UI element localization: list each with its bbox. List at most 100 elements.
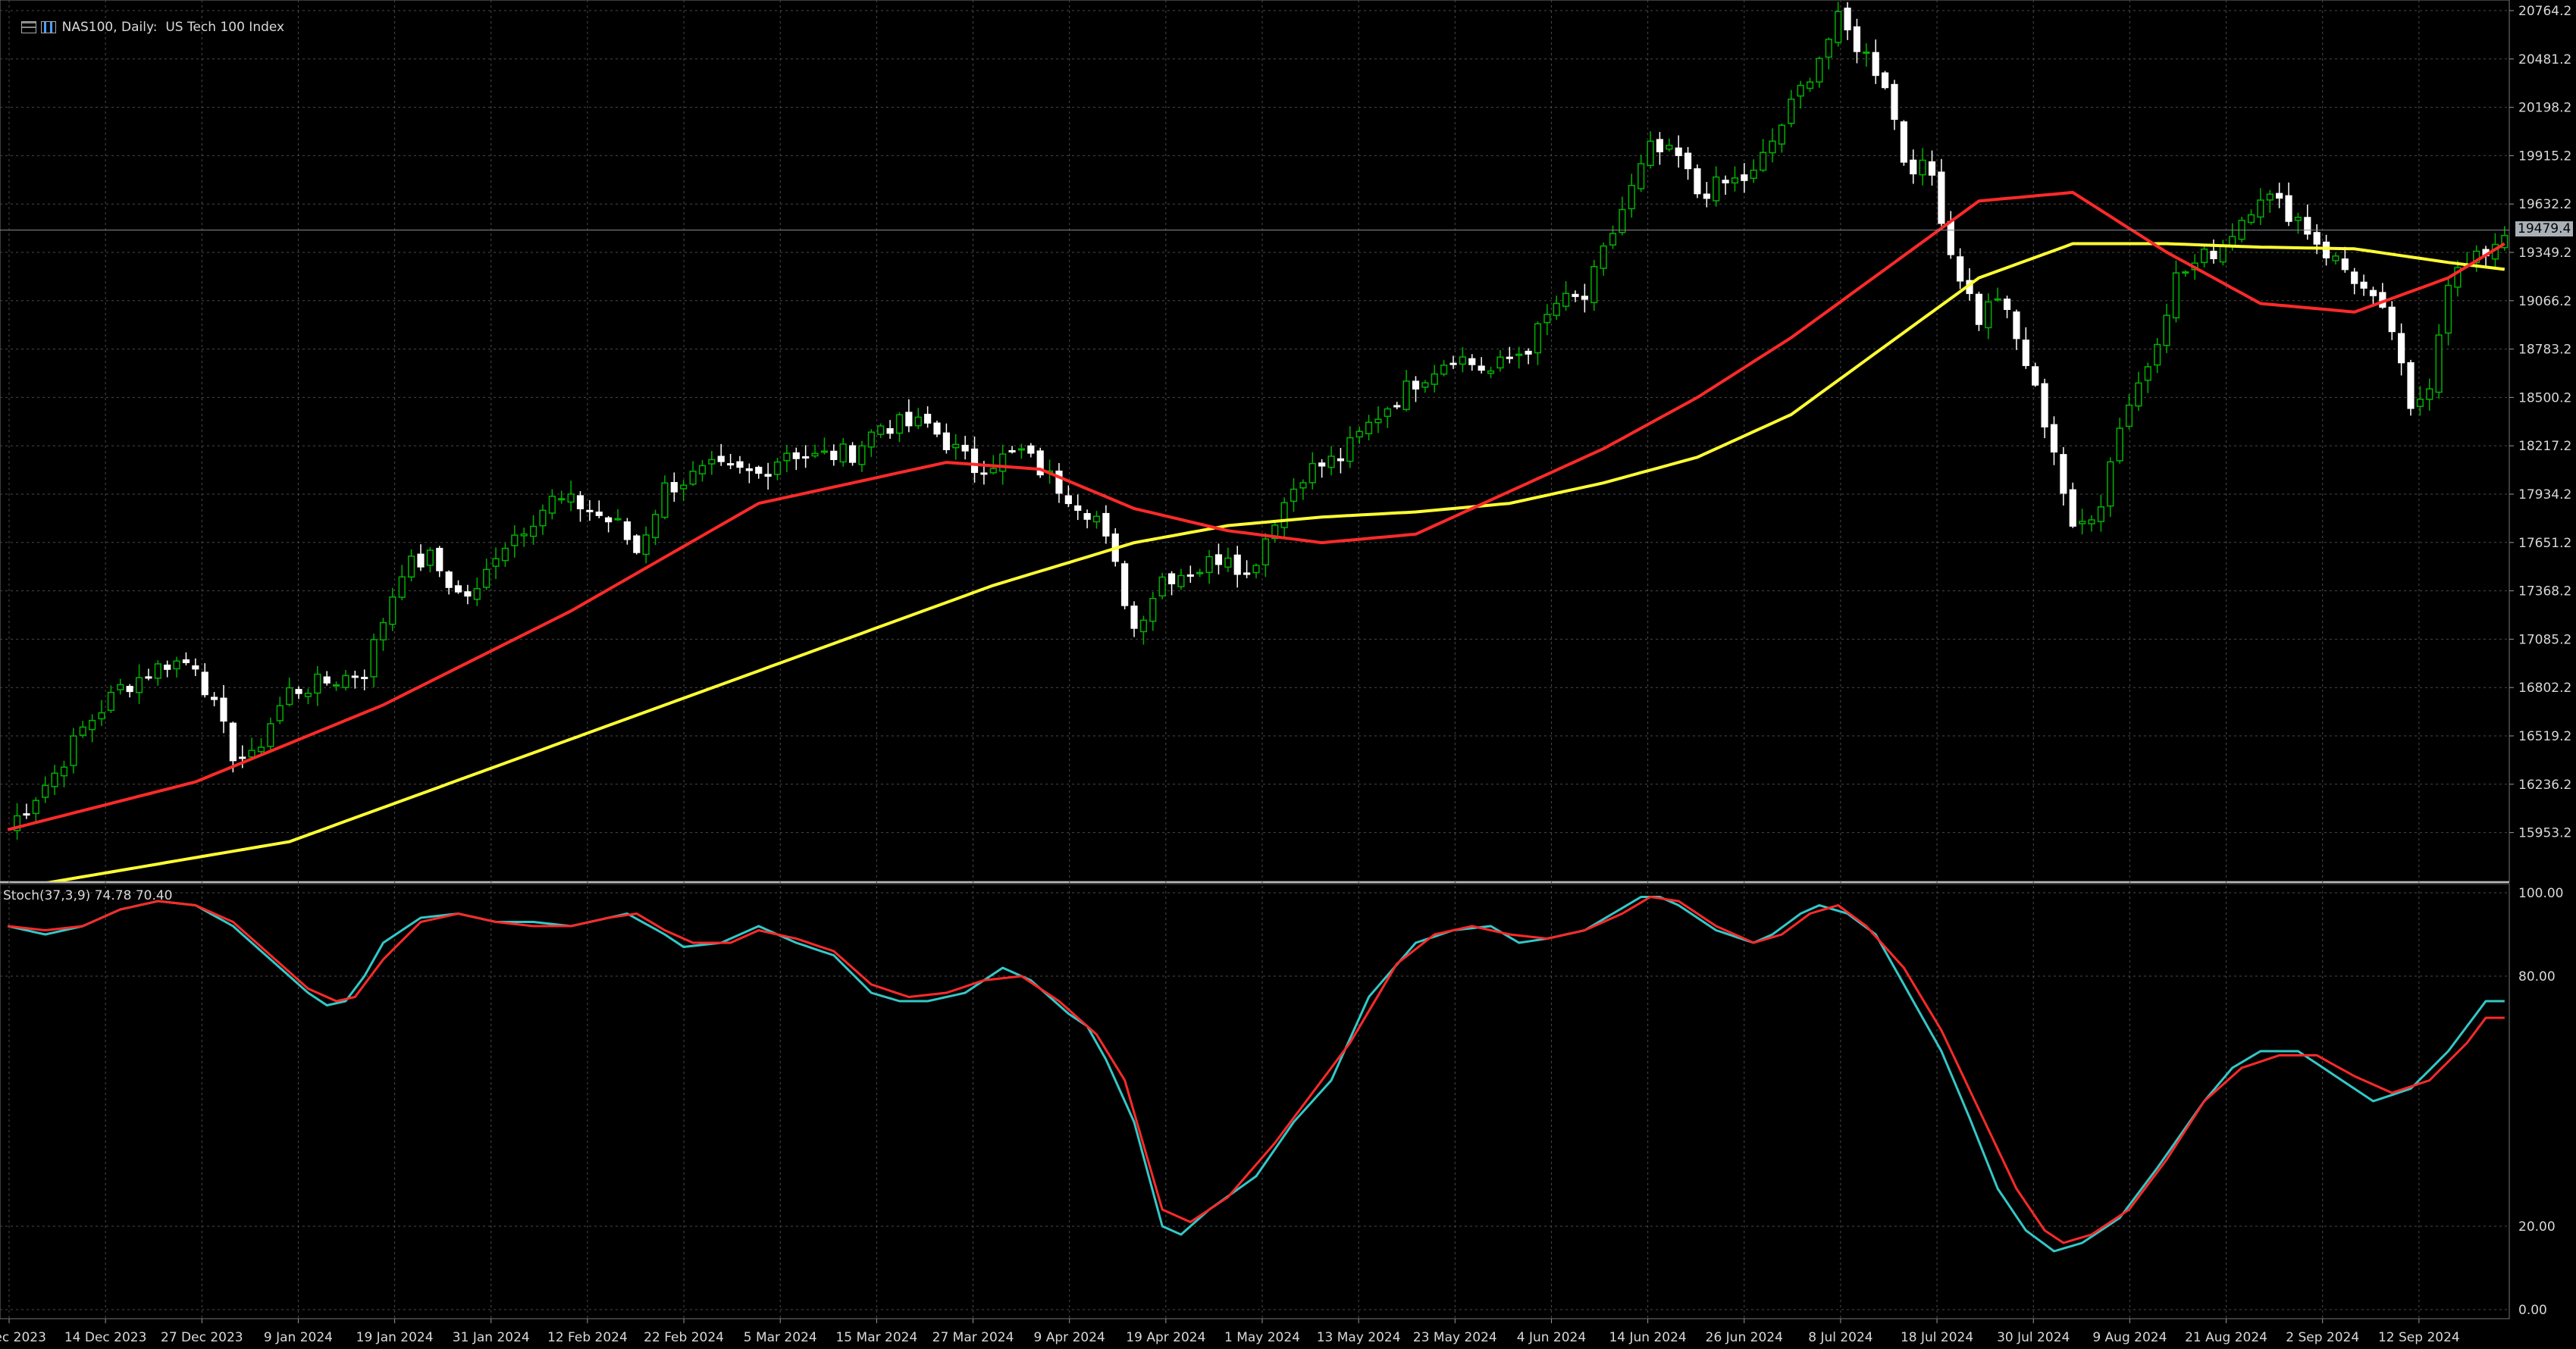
date-tick-label: 9 Apr 2024	[1034, 1330, 1105, 1345]
bull-candle	[2247, 214, 2255, 224]
date-tick-label: 9 Aug 2024	[2092, 1330, 2167, 1345]
bear-candle	[2276, 192, 2283, 199]
bull-candle	[1731, 177, 1739, 184]
date-tick-label: 14 Jun 2024	[1609, 1330, 1686, 1345]
price-tick-label: 17934.2	[2518, 487, 2571, 502]
bear-candle	[2369, 290, 2377, 296]
bull-candle	[1346, 437, 1354, 462]
bear-candle	[1393, 405, 1401, 408]
bear-candle	[1957, 256, 1964, 282]
bear-candle	[2032, 366, 2039, 386]
date-tick-label: 15 Mar 2024	[835, 1330, 917, 1345]
bear-candle	[1027, 445, 1035, 454]
stoch-label: Stoch(37,3,9)	[3, 888, 91, 903]
bear-candle	[2041, 383, 2048, 427]
price-tick-label: 20198.2	[2518, 101, 2571, 116]
bull-candle	[2416, 399, 2424, 408]
price-tick-label: 16236.2	[2518, 778, 2571, 793]
bull-candle	[698, 465, 707, 474]
bear-candle	[1449, 362, 1457, 365]
bear-candle	[1910, 159, 1917, 175]
bull-candle	[2144, 366, 2151, 381]
bear-candle	[220, 697, 227, 722]
bull-candle	[1863, 52, 1870, 55]
bear-candle	[1318, 462, 1326, 467]
bull-candle	[389, 596, 396, 625]
price-tick-label: 18783.2	[2518, 343, 2571, 358]
bull-candle	[2163, 315, 2170, 346]
bull-candle	[2501, 234, 2509, 249]
bull-candle	[257, 746, 265, 753]
date-tick-label: 13 May 2024	[1317, 1330, 1401, 1345]
bull-candle	[2266, 193, 2274, 201]
bull-candle	[1590, 265, 1598, 304]
bull-candle	[1919, 159, 1926, 176]
bull-candle	[2200, 249, 2208, 264]
stoch-main-value: 74.78	[94, 888, 132, 903]
bull-candle	[895, 414, 904, 434]
bear-candle	[1214, 554, 1223, 565]
bear-candle	[1102, 512, 1110, 537]
bear-candle	[2388, 306, 2396, 333]
bull-candle	[1280, 502, 1288, 528]
bull-candle	[2116, 427, 2123, 462]
bear-candle	[717, 455, 725, 462]
bull-candle	[773, 461, 782, 475]
bear-candle	[126, 685, 133, 693]
stoch-header: Stoch(37,3,9) 74.78 70.40	[3, 888, 172, 903]
bull-candle	[839, 443, 847, 463]
bull-candle	[1017, 448, 1026, 451]
bull-candle	[13, 815, 21, 831]
bull-candle	[2135, 382, 2142, 407]
price-tick-label: 15953.2	[2518, 826, 2571, 841]
bear-candle	[2313, 232, 2321, 245]
bull-candle	[1816, 58, 1823, 83]
bull-candle	[661, 482, 669, 518]
bull-candle	[1487, 370, 1495, 374]
bear-candle	[605, 517, 613, 523]
bull-candle	[2219, 245, 2227, 263]
bull-candle	[952, 443, 960, 449]
price-tick-label: 19066.2	[2518, 294, 2571, 309]
date-tick-label: 18 Jul 2024	[1901, 1330, 1973, 1345]
chart-menu-icon[interactable]	[20, 21, 36, 33]
bull-candle	[1788, 99, 1795, 124]
bear-candle	[1928, 161, 1936, 176]
bull-candle	[379, 621, 387, 641]
price-tick-label: 20481.2	[2518, 52, 2571, 67]
bull-candle	[820, 450, 829, 453]
bull-candle	[511, 534, 519, 546]
bull-candle	[1713, 176, 1720, 202]
stoch-tick-label: 0.00	[2518, 1303, 2547, 1318]
bull-candle	[60, 766, 68, 777]
bear-candle	[2069, 489, 2076, 527]
bear-candle	[2398, 333, 2405, 364]
bear-candle	[586, 509, 594, 512]
bear-candle	[1656, 139, 1664, 152]
current-price-tag: 19479.4	[2515, 221, 2574, 236]
bear-candle	[182, 659, 190, 663]
bull-candle	[1769, 140, 1776, 154]
date-tick-label: 31 Jan 2024	[453, 1330, 530, 1345]
bull-candle	[1609, 233, 1617, 246]
bear-candle	[1572, 293, 1579, 297]
price-tick-label: 18500.2	[2518, 390, 2571, 405]
bear-candle	[2050, 424, 2058, 453]
price-tick-label: 19915.2	[2518, 149, 2571, 164]
date-tick-label: 26 Jun 2024	[1706, 1330, 1783, 1345]
bear-candle	[1722, 180, 1729, 183]
date-tick-label: 5 Mar 2024	[744, 1330, 817, 1345]
date-tick-label: 12 Sep 2024	[2378, 1330, 2460, 1345]
bull-candle	[642, 534, 650, 556]
date-tick-label: 8 Jul 2024	[1808, 1330, 1872, 1345]
date-tick-label: 27 Mar 2024	[932, 1330, 1014, 1345]
bull-candle	[1205, 556, 1213, 574]
chart-type-icon[interactable]	[40, 21, 56, 33]
bear-candle	[1233, 554, 1241, 575]
bear-candle	[23, 813, 30, 816]
bear-candle	[595, 512, 603, 516]
bull-candle	[2294, 216, 2302, 221]
bull-candle	[1252, 565, 1260, 574]
